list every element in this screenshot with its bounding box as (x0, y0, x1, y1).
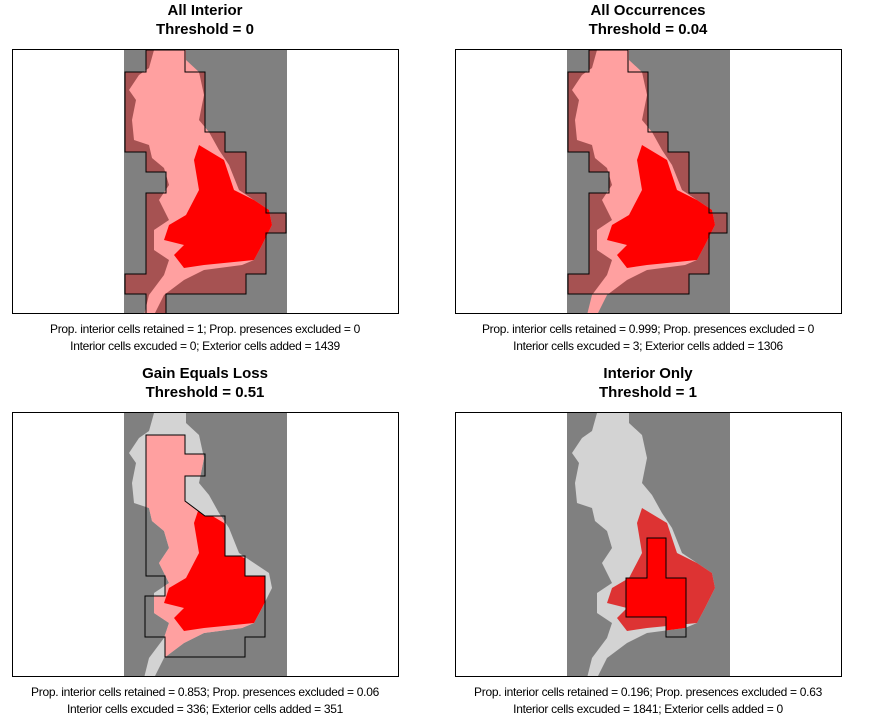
title-text: Gain Equals Loss (142, 365, 268, 382)
presence-cells (607, 145, 715, 268)
presence-cells (164, 145, 272, 268)
boundary-outline (144, 434, 266, 658)
map (567, 50, 730, 313)
stats-line: Prop. interior cells retained = 0.853; P… (31, 685, 379, 699)
stats-line: Prop. interior cells retained = 0.196; P… (474, 685, 822, 699)
stats: Prop. interior cells retained = 0.999; P… (428, 321, 868, 355)
boundary-outline (124, 50, 287, 313)
title-text: All Occurrences (590, 2, 706, 19)
map (567, 413, 730, 676)
stats-line: Prop. interior cells retained = 1; Prop.… (50, 322, 360, 336)
map (124, 413, 287, 676)
stats-line: Interior cells excuded = 336; Exterior c… (66, 702, 344, 716)
presence-cells (164, 508, 265, 631)
threshold-text: Threshold = 0.51 (145, 384, 265, 401)
map-plot (455, 412, 842, 677)
map-plot (455, 49, 842, 314)
stats-line: Interior cells excuded = 1841; Exterior … (513, 702, 783, 716)
panel-title: Interior Only Threshold = 1 (428, 364, 868, 402)
stats-line: Interior cells excuded = 3; Exterior cel… (513, 339, 783, 353)
panel-title: All Occurrences Threshold = 0.04 (428, 1, 868, 39)
boundary-outline (625, 537, 687, 638)
map-plot (12, 49, 399, 314)
threshold-text: Threshold = 1 (599, 384, 697, 401)
stats: Prop. interior cells retained = 0.196; P… (428, 684, 868, 718)
stats: Prop. interior cells retained = 0.853; P… (0, 684, 425, 718)
threshold-text: Threshold = 0.04 (588, 21, 708, 38)
title-text: All Interior (167, 2, 243, 19)
panel-title: All Interior Threshold = 0 (0, 1, 425, 39)
map-plot (12, 412, 399, 677)
stats-line: Prop. interior cells retained = 0.999; P… (481, 322, 815, 336)
panel-title: Gain Equals Loss Threshold = 0.51 (0, 364, 425, 402)
stats-line: Interior cells excuded = 0; Exterior cel… (70, 339, 340, 353)
stats: Prop. interior cells retained = 1; Prop.… (0, 321, 425, 355)
boundary-outline (567, 50, 728, 295)
threshold-text: Threshold = 0 (156, 21, 254, 38)
title-text: Interior Only (603, 365, 693, 382)
map (124, 50, 287, 313)
